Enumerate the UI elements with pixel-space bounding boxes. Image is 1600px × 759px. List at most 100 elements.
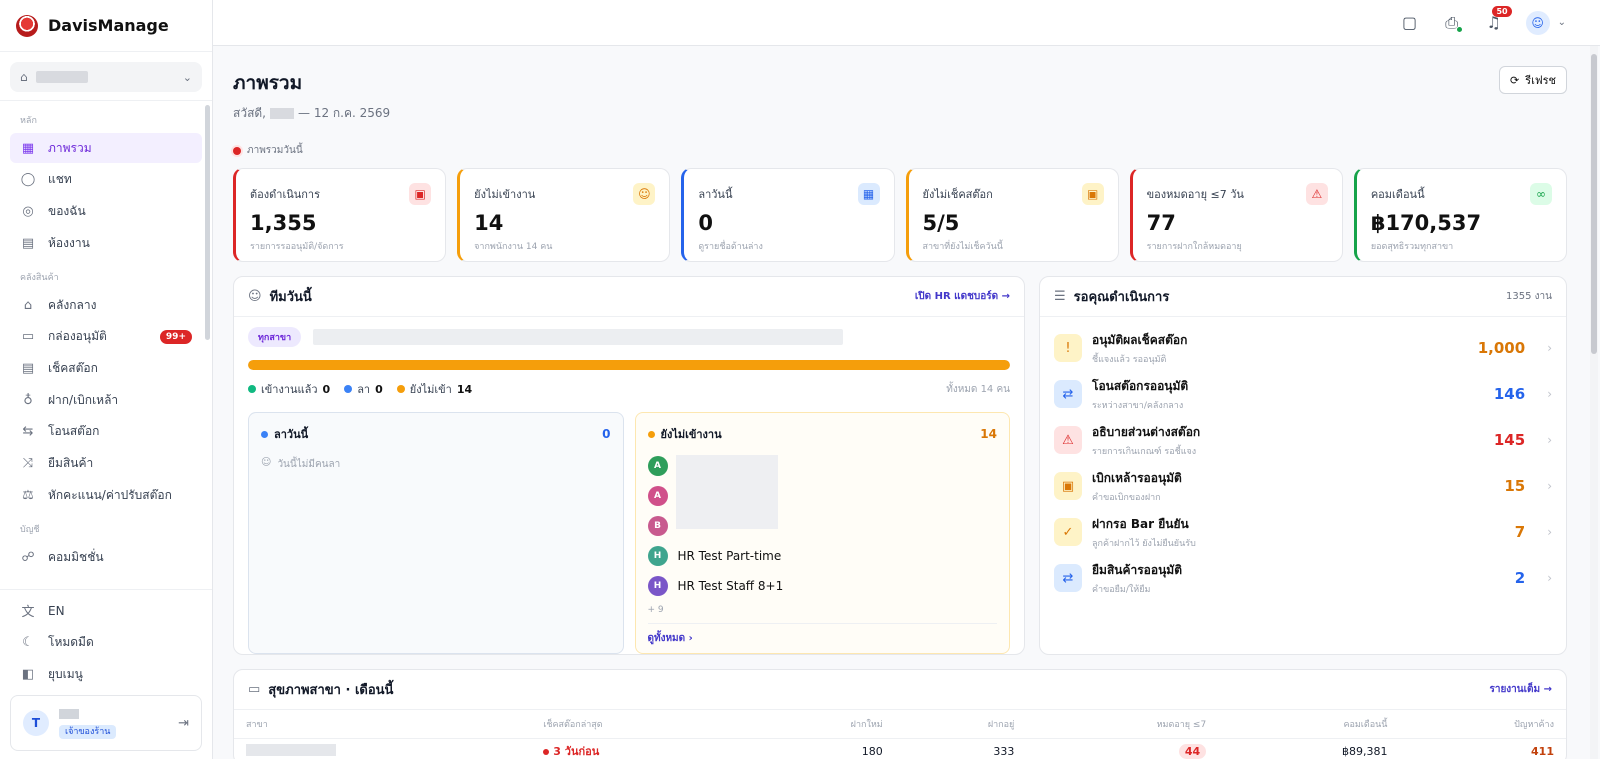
user-minus-icon: ☺ — [633, 183, 656, 205]
pending-card: ☰ รอคุณดำเนินการ 1355 งาน ! อนุมัติผลเช็… — [1039, 276, 1567, 655]
user-card[interactable]: T เจ้าของร้าน ⇥ — [10, 695, 202, 751]
bell-icon[interactable]: ♫ 50 — [1484, 6, 1512, 32]
list-item[interactable]: H HR Test Staff 8+1 — [647, 571, 998, 601]
printer-status-dot — [1455, 25, 1463, 33]
store-selector[interactable]: ⌂ ⌄ — [10, 62, 202, 92]
store-icon: ⌂ — [20, 70, 28, 84]
sidebar-item-borrow[interactable]: ⤨ ยืมสินค้า — [10, 449, 202, 479]
pending-item-withdraw[interactable]: ▣ เบิกเหล้ารออนุมัติ คำขอเบิกของฝาก 15 › — [1054, 463, 1552, 509]
translate-icon: 文 — [21, 605, 35, 621]
column-header[interactable]: สาขา — [234, 710, 532, 739]
full-report-link[interactable]: รายงานเต็ม → — [1489, 684, 1552, 695]
sidebar-item-warehouse[interactable]: ⌂ คลังกลาง — [10, 290, 202, 320]
leave-empty: ☺ วันนี้ไม่มีคนลา — [261, 457, 611, 472]
column-header[interactable]: หมดอายุ ≤7 — [1026, 710, 1219, 739]
sidebar-item-commission[interactable]: ☍ คอมมิชชั่น — [10, 542, 202, 572]
transfer-icon: ⇆ — [22, 424, 34, 440]
sidebar-item-penalty[interactable]: ⚖ หักคะแนน/ค่าปรับสต๊อก — [10, 480, 202, 510]
last-check-value: 3 วันก่อน — [553, 745, 600, 759]
absent-panel-header: ยังไม่เข้างาน 14 — [647, 425, 997, 443]
sidebar-item-overview[interactable]: ▦ ภาพรวม — [10, 133, 202, 163]
pending-item-variance[interactable]: ⚠ อธิบายส่วนต่างสต๊อก รายการเกินเกณฑ์ รอช… — [1054, 417, 1552, 463]
page-scroll-thumb[interactable] — [1591, 54, 1597, 354]
logout-icon[interactable]: ⇥ — [178, 715, 189, 731]
pending-item-transfer[interactable]: ⇄ โอนสต๊อกรออนุมัติ ระหว่างสาขา/คลังกลาง … — [1054, 371, 1552, 417]
topbar: ▢ ⎙ ♫ 50 ☺ ⌄ — [213, 0, 1600, 46]
printer-icon[interactable]: ⎙ — [1442, 13, 1463, 33]
stat-cards: ต้องดำเนินการ 1,355 รายการรออนุมัติ/จัดก… — [233, 168, 1567, 262]
pending-title: ยืมสินค้ารออนุมัติ — [1092, 562, 1182, 577]
column-header[interactable]: เช็คสต๊อกล่าสุด — [531, 710, 749, 739]
branch-chip-all[interactable]: ทุกสาขา — [248, 327, 302, 347]
pending-text: เบิกเหล้ารออนุมัติ คำขอเบิกของฝาก — [1092, 469, 1182, 504]
user-icon: ☺ — [261, 457, 272, 468]
legend-label: ยังไม่เข้า — [409, 383, 452, 396]
inbox-icon: ▭ — [21, 329, 35, 345]
sidebar-item-deposit[interactable]: ♁ ฝาก/เบิกเหล้า — [10, 385, 202, 415]
list-item[interactable]: A — [647, 451, 998, 481]
brand[interactable]: DavisManage — [0, 0, 212, 52]
stat-card-commission[interactable]: คอมเดือนนี้ ฿170,537 ยอดสุทธิรวมทุกสาขา … — [1353, 168, 1567, 262]
pending-item-borrow[interactable]: ⇄ ยืมสินค้ารออนุมัติ คำขอยืม/ให้ยืม 2 › — [1054, 555, 1552, 601]
page-scrollbar[interactable] — [1590, 46, 1598, 759]
legend-value: 0 — [322, 382, 331, 396]
pending-list: ! อนุมัติผลเช็คสต๊อก ชี้แจงแล้ว รออนุมัติ… — [1040, 317, 1566, 609]
stat-card-pending[interactable]: ต้องดำเนินการ 1,355 รายการรออนุมัติ/จัดก… — [233, 168, 447, 262]
refresh-button[interactable]: ⟳ รีเฟรช — [1498, 66, 1567, 94]
message-icon[interactable]: ▢ — [1402, 13, 1418, 32]
clipboard-icon: ▣ — [409, 183, 432, 205]
collapse-menu-button[interactable]: ◧ ยุบเมนู — [10, 659, 202, 689]
pending-text: ยืมสินค้ารออนุมัติ คำขอยืม/ให้ยืม — [1092, 561, 1182, 596]
link-icon: ∞ — [1530, 183, 1552, 205]
dark-mode-toggle[interactable]: ☾ โหมดมืด — [10, 627, 202, 657]
chevron-down-icon[interactable]: ⌄ — [1557, 17, 1566, 28]
stat-sub: รายการรออนุมัติ/จัดการ — [250, 242, 344, 252]
stat-label: ต้องดำเนินการ — [250, 188, 320, 201]
moon-icon: ☾ — [22, 634, 34, 650]
sidebar-item-mine[interactable]: ◎ ของฉัน — [10, 196, 202, 226]
stat-card-stock-unchecked[interactable]: ยังไม่เช็คสต๊อก 5/5 สาขาที่ยังไม่เช็ควัน… — [905, 168, 1119, 262]
legend-value: 14 — [456, 382, 473, 396]
stat-card-expiring[interactable]: ของหมดอายุ ≤7 วัน 77 รายการฝากใกล้หมดอาย… — [1129, 168, 1343, 262]
hr-dashboard-link[interactable]: เปิด HR แดชบอร์ด → — [914, 291, 1010, 302]
collapse-icon: ◧ — [21, 666, 35, 682]
stat-value: 5/5 — [922, 211, 960, 235]
user-avatar-icon[interactable]: ☺ — [1525, 10, 1550, 35]
language-toggle[interactable]: 文 EN — [10, 596, 202, 626]
sidebar-item-transfer[interactable]: ⇆ โอนสต๊อก — [10, 417, 202, 447]
legend-dot — [248, 385, 256, 393]
column-header[interactable]: ฝากใหม่ — [748, 710, 895, 739]
list-item[interactable]: H HR Test Part-time — [647, 541, 998, 571]
expiring-cell: 44 — [1026, 738, 1218, 759]
greeting-prefix: สวัสดี, — [233, 106, 266, 120]
commission-cell: ฿89,381 — [1341, 744, 1388, 758]
stat-card-absent[interactable]: ยังไม่เข้างาน 14 จากพนักงาน 14 คน ☺ — [457, 168, 671, 262]
branch-health-title: สุขภาพสาขา · เดือนนี้ — [268, 683, 394, 698]
column-header[interactable]: ปัญหาค้าง — [1399, 710, 1566, 739]
pending-item-stock-check[interactable]: ! อนุมัติผลเช็คสต๊อก ชี้แจงแล้ว รออนุมัติ… — [1054, 325, 1552, 371]
page-title: ภาพรวม — [233, 72, 303, 94]
table-row[interactable]: 3 วันก่อน 180 333 44 ฿89,381 411 — [234, 738, 1566, 759]
list-item[interactable]: A — [647, 481, 998, 511]
sidebar-item-approvals[interactable]: ▭ กล่องอนุมัติ 99+ — [10, 322, 202, 352]
section-label-accounting: บัญชี — [20, 525, 40, 536]
sidebar-item-workroom[interactable]: ▤ ห้องงาน — [10, 228, 202, 258]
brand-name: DavisManage — [48, 16, 169, 35]
stat-card-leave[interactable]: ลาวันนี้ 0 ดูรายชื่อด้านล่าง ▦ — [681, 168, 895, 262]
avatar: H — [647, 546, 668, 566]
sidebar-item-chat[interactable]: ◯ แชท — [10, 165, 202, 195]
stat-label: คอมเดือนนี้ — [1370, 188, 1425, 201]
branch-health-header: ▭ สุขภาพสาขา · เดือนนี้ รายงานเต็ม → — [234, 670, 1566, 710]
column-header[interactable]: คอมเดือนนี้ — [1218, 710, 1400, 739]
page-head: ภาพรวม สวัสดี, — 12 ก.ค. 2569 ⟳ รีเฟรช — [233, 66, 1567, 123]
pending-item-bar-confirm[interactable]: ✓ ฝากรอ Bar ยืนยัน ลูกค้าฝากไว้ ยังไม่ยืน… — [1054, 509, 1552, 555]
stat-sub: ยอดสุทธิรวมทุกสาขา — [1370, 242, 1454, 252]
sidebar-scrollbar[interactable] — [205, 105, 210, 340]
view-all-link[interactable]: ดูทั้งหมด › — [647, 623, 997, 646]
legend-total: ทั้งหมด 14 คน — [946, 383, 1010, 395]
column-header[interactable]: ฝากอยู่ — [894, 710, 1027, 739]
list-item[interactable]: B — [647, 511, 998, 541]
last-check-status: 3 วันก่อน — [543, 745, 599, 758]
branch-table: สาขา เช็คสต๊อกล่าสุด ฝากใหม่ ฝากอยู่ หมด… — [234, 710, 1566, 759]
sidebar-item-stock-check[interactable]: ▤ เช็คสต๊อก — [10, 353, 202, 383]
